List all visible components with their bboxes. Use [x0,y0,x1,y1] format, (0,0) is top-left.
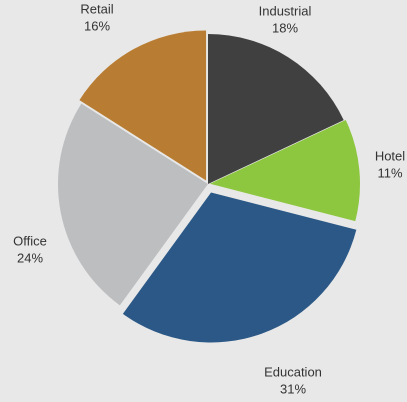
slice-label: Industrial [259,3,312,18]
slice-value-label: 31% [280,381,306,396]
slice-label: Hotel [375,148,405,163]
slice-value-label: 18% [272,20,298,35]
slice-label: Education [264,364,322,379]
slice-value-label: 24% [17,250,43,265]
pie-slice [122,192,357,343]
pie-slice [209,119,360,222]
slice-label: Office [13,233,47,248]
slice-value-label: 11% [377,165,402,180]
slice-value-label: 16% [84,18,110,33]
slice-label: Retail [80,1,113,16]
pie-slice [79,30,207,181]
pie-slice [208,34,344,184]
pie-slice [58,103,209,306]
